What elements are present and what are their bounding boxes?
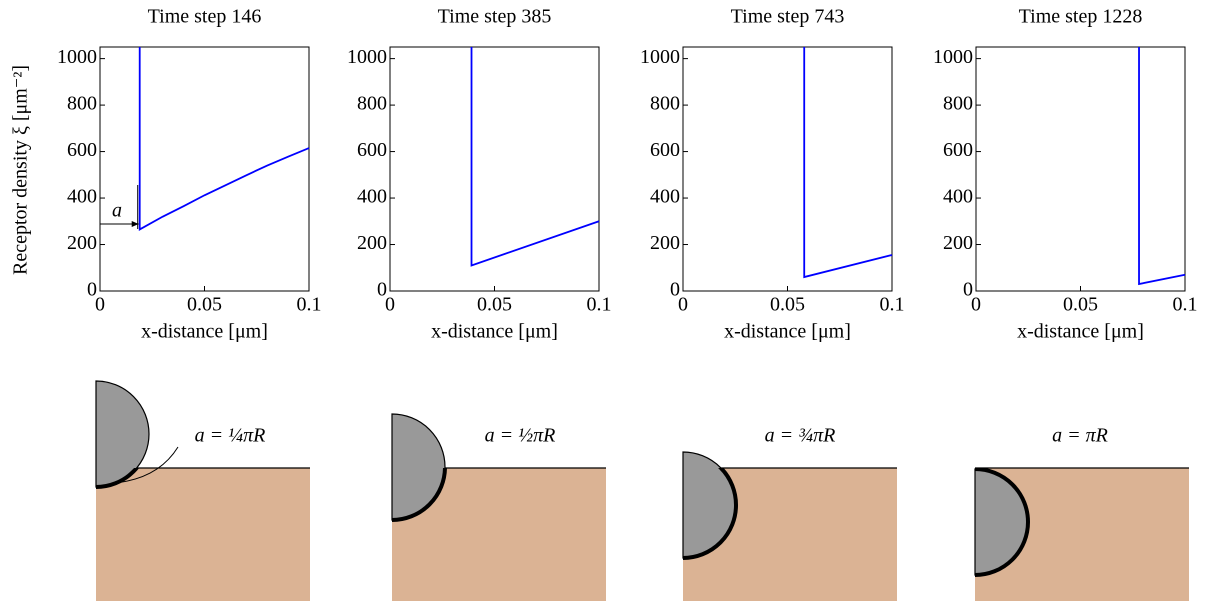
y-tick-label: 600 [943,139,973,161]
data-line [803,47,893,279]
data-line [138,47,310,231]
x-tick-label: 0.05 [770,294,805,316]
x-axis-label: x-distance [μm] [431,321,558,343]
y-tick-label: 400 [67,186,97,208]
plot-frame [682,46,893,292]
diagram-label: a = ¼πR [195,425,266,447]
chart-title: Time step 385 [438,6,552,28]
y-tick-label: 1000 [933,46,973,68]
y-tick-label: 400 [650,186,680,208]
y-tick-label: 200 [650,232,680,254]
wrapped-arc [95,468,140,489]
chart-title: Time step 743 [731,6,845,28]
x-tick-label: 0.1 [1173,294,1198,316]
x-tick-label: 0.1 [297,294,322,316]
x-tick-label: 0 [385,294,395,316]
y-tick-label: 600 [67,139,97,161]
x-tick-label: 0 [95,294,105,316]
y-tick-label: 200 [67,232,97,254]
x-tick-label: 0.05 [477,294,512,316]
x-tick-label: 0.1 [880,294,905,316]
y-tick-label: 800 [357,93,387,115]
plot-frame [389,46,600,292]
y-tick-label: 200 [357,232,387,254]
wrapped-arc [391,468,447,522]
substrate [96,468,310,601]
y-tick-label: 800 [650,93,680,115]
y-tick-label: 1000 [57,46,97,68]
plot-frame [975,46,1186,292]
y-tick-label: 1000 [347,46,387,68]
y-tick-label: 600 [357,139,387,161]
diagram-label: a = ½πR [485,425,556,447]
leader [121,446,179,483]
diagram-label: a = πR [1052,425,1108,447]
x-axis-label: x-distance [μm] [724,321,851,343]
y-tick-label: 600 [650,139,680,161]
x-tick-label: 0 [971,294,981,316]
x-tick-label: 0.1 [587,294,612,316]
plot-frame [99,46,310,292]
chart-title: Time step 146 [148,6,262,28]
y-tick-label: 0 [87,279,97,301]
x-tick-label: 0.05 [1063,294,1098,316]
y-tick-label: 1000 [640,46,680,68]
y-axis-label: Receptor density ξ [μm⁻²] [10,65,32,275]
y-tick-label: 0 [377,279,387,301]
y-tick-label: 0 [670,279,680,301]
wrapped-arc [974,468,1030,577]
x-axis-label: x-distance [μm] [1017,321,1144,343]
y-tick-label: 0 [963,279,973,301]
x-tick-label: 0 [678,294,688,316]
y-tick-label: 200 [943,232,973,254]
diagram-label: a = ¾πR [765,425,836,447]
y-tick-label: 400 [357,186,387,208]
x-tick-label: 0.05 [187,294,222,316]
wrapped-arc [682,468,738,560]
y-tick-label: 800 [943,93,973,115]
y-tick-label: 800 [67,93,97,115]
data-line [470,47,600,267]
annotation: a [112,200,122,222]
chart-title: Time step 1228 [1019,6,1143,28]
data-line [1138,47,1186,286]
y-tick-label: 400 [943,186,973,208]
x-axis-label: x-distance [μm] [141,321,268,343]
